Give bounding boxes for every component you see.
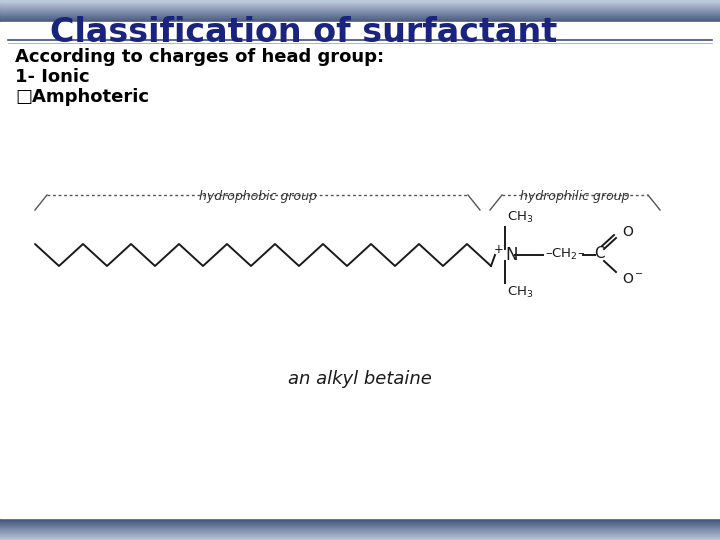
Bar xyxy=(0,11,720,12)
Bar xyxy=(0,520,720,521)
Bar xyxy=(0,525,720,526)
Bar xyxy=(0,522,720,523)
Bar xyxy=(0,10,720,11)
Bar xyxy=(0,8,720,9)
Bar xyxy=(0,19,720,20)
Text: hydrophilic group: hydrophilic group xyxy=(521,190,630,203)
Bar xyxy=(0,9,720,10)
Bar xyxy=(0,21,720,22)
Text: 1- Ionic: 1- Ionic xyxy=(15,68,89,86)
Bar xyxy=(0,530,720,531)
Text: O: O xyxy=(622,225,633,239)
Bar xyxy=(0,523,720,524)
Bar xyxy=(0,0,720,1)
Bar xyxy=(0,532,720,533)
Text: CH$_3$: CH$_3$ xyxy=(507,285,534,300)
Bar xyxy=(0,526,720,527)
Bar xyxy=(0,15,720,16)
Bar xyxy=(0,20,720,21)
Bar xyxy=(0,537,720,538)
Bar xyxy=(0,531,720,532)
Bar xyxy=(0,6,720,7)
Bar xyxy=(0,521,720,522)
Bar xyxy=(0,527,720,528)
Bar xyxy=(0,529,720,530)
Text: an alkyl betaine: an alkyl betaine xyxy=(288,370,432,388)
Text: According to charges of head group:: According to charges of head group: xyxy=(15,48,384,66)
Text: –CH$_2$–: –CH$_2$– xyxy=(545,246,585,261)
Bar xyxy=(0,14,720,15)
Bar xyxy=(0,535,720,536)
Bar xyxy=(0,524,720,525)
Bar xyxy=(0,518,720,519)
Bar xyxy=(0,2,720,3)
Bar xyxy=(0,13,720,14)
Bar xyxy=(0,534,720,535)
Text: O$^-$: O$^-$ xyxy=(622,272,644,286)
Text: □Amphoteric: □Amphoteric xyxy=(15,88,149,106)
Bar xyxy=(0,7,720,8)
Text: C: C xyxy=(594,246,604,261)
Bar xyxy=(0,16,720,17)
Bar xyxy=(0,4,720,5)
Bar xyxy=(0,519,720,520)
Bar xyxy=(0,12,720,13)
Bar xyxy=(0,18,720,19)
Text: CH$_3$: CH$_3$ xyxy=(507,210,534,225)
Bar xyxy=(0,1,720,2)
Text: hydrophobic group: hydrophobic group xyxy=(199,190,316,203)
Bar xyxy=(0,538,720,539)
Bar xyxy=(0,5,720,6)
Bar xyxy=(0,536,720,537)
Text: Classification of surfactant: Classification of surfactant xyxy=(50,16,557,49)
Bar xyxy=(0,539,720,540)
Bar xyxy=(0,533,720,534)
Bar xyxy=(0,528,720,529)
Bar xyxy=(0,3,720,4)
Text: $^+$N: $^+$N xyxy=(491,245,519,265)
Bar xyxy=(0,17,720,18)
